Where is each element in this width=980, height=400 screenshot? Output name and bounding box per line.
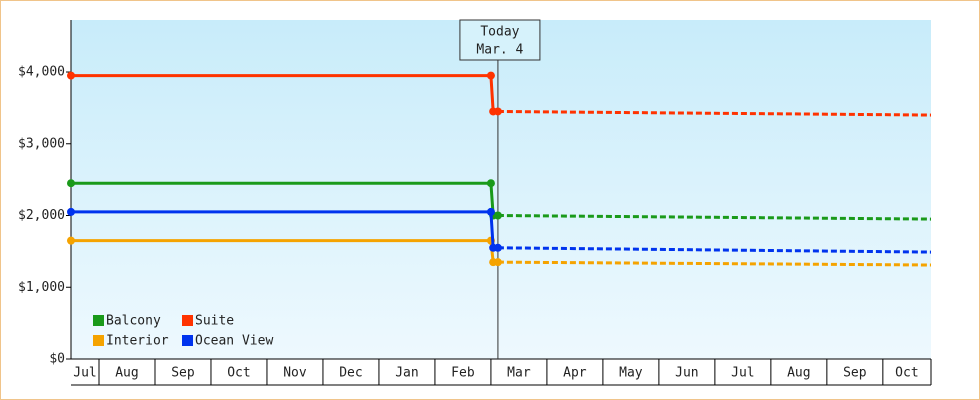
y-tick-label: $2,000 xyxy=(18,208,65,223)
x-tick-label: Aug xyxy=(115,366,138,381)
point xyxy=(493,258,502,267)
legend-swatch xyxy=(182,335,193,346)
x-tick-label: Oct xyxy=(895,366,918,381)
x-tick-label: Sep xyxy=(171,366,195,381)
x-tick-label: Jan xyxy=(395,366,418,381)
forecast-line xyxy=(497,260,932,267)
point xyxy=(486,71,495,80)
x-tick-label: Mar xyxy=(507,366,531,381)
legend-label: Ocean View xyxy=(195,334,273,349)
x-tick-label: Feb xyxy=(451,366,475,381)
x-tick-label: Jul xyxy=(73,366,96,381)
today-label: Today xyxy=(480,25,519,40)
point xyxy=(67,236,75,245)
legend-swatch xyxy=(93,315,104,326)
point xyxy=(67,179,75,188)
point xyxy=(486,179,495,188)
legend-label: Interior xyxy=(106,334,169,349)
x-tick-label: Jul xyxy=(731,366,754,381)
x-tick-label: Aug xyxy=(787,366,810,381)
y-tick-label: $0 xyxy=(49,352,65,367)
forecast-line xyxy=(497,246,932,254)
legend-swatch xyxy=(182,315,193,326)
y-tick-label: $3,000 xyxy=(18,136,65,151)
x-tick-label: Apr xyxy=(563,366,587,381)
x-tick-label: Dec xyxy=(339,366,362,381)
x-tick-label: Sep xyxy=(843,366,867,381)
x-tick-label: Oct xyxy=(227,366,250,381)
x-tick-label: Jun xyxy=(675,366,698,381)
point xyxy=(67,207,75,216)
y-tick-label: $1,000 xyxy=(18,280,65,295)
legend-label: Balcony xyxy=(106,314,161,329)
plot-area xyxy=(71,20,931,359)
x-tick-label: Nov xyxy=(283,366,307,381)
legend-swatch xyxy=(93,335,104,346)
forecast-line xyxy=(497,214,932,221)
point xyxy=(493,211,502,220)
x-tick-label: May xyxy=(619,366,643,381)
today-label: Mar. 4 xyxy=(476,43,523,58)
point xyxy=(67,71,75,80)
point xyxy=(493,243,502,252)
point xyxy=(493,107,502,116)
point xyxy=(486,207,495,216)
legend-label: Suite xyxy=(195,314,234,329)
today-box xyxy=(459,19,541,61)
y-tick-label: $4,000 xyxy=(18,65,65,80)
forecast-line xyxy=(497,109,932,117)
